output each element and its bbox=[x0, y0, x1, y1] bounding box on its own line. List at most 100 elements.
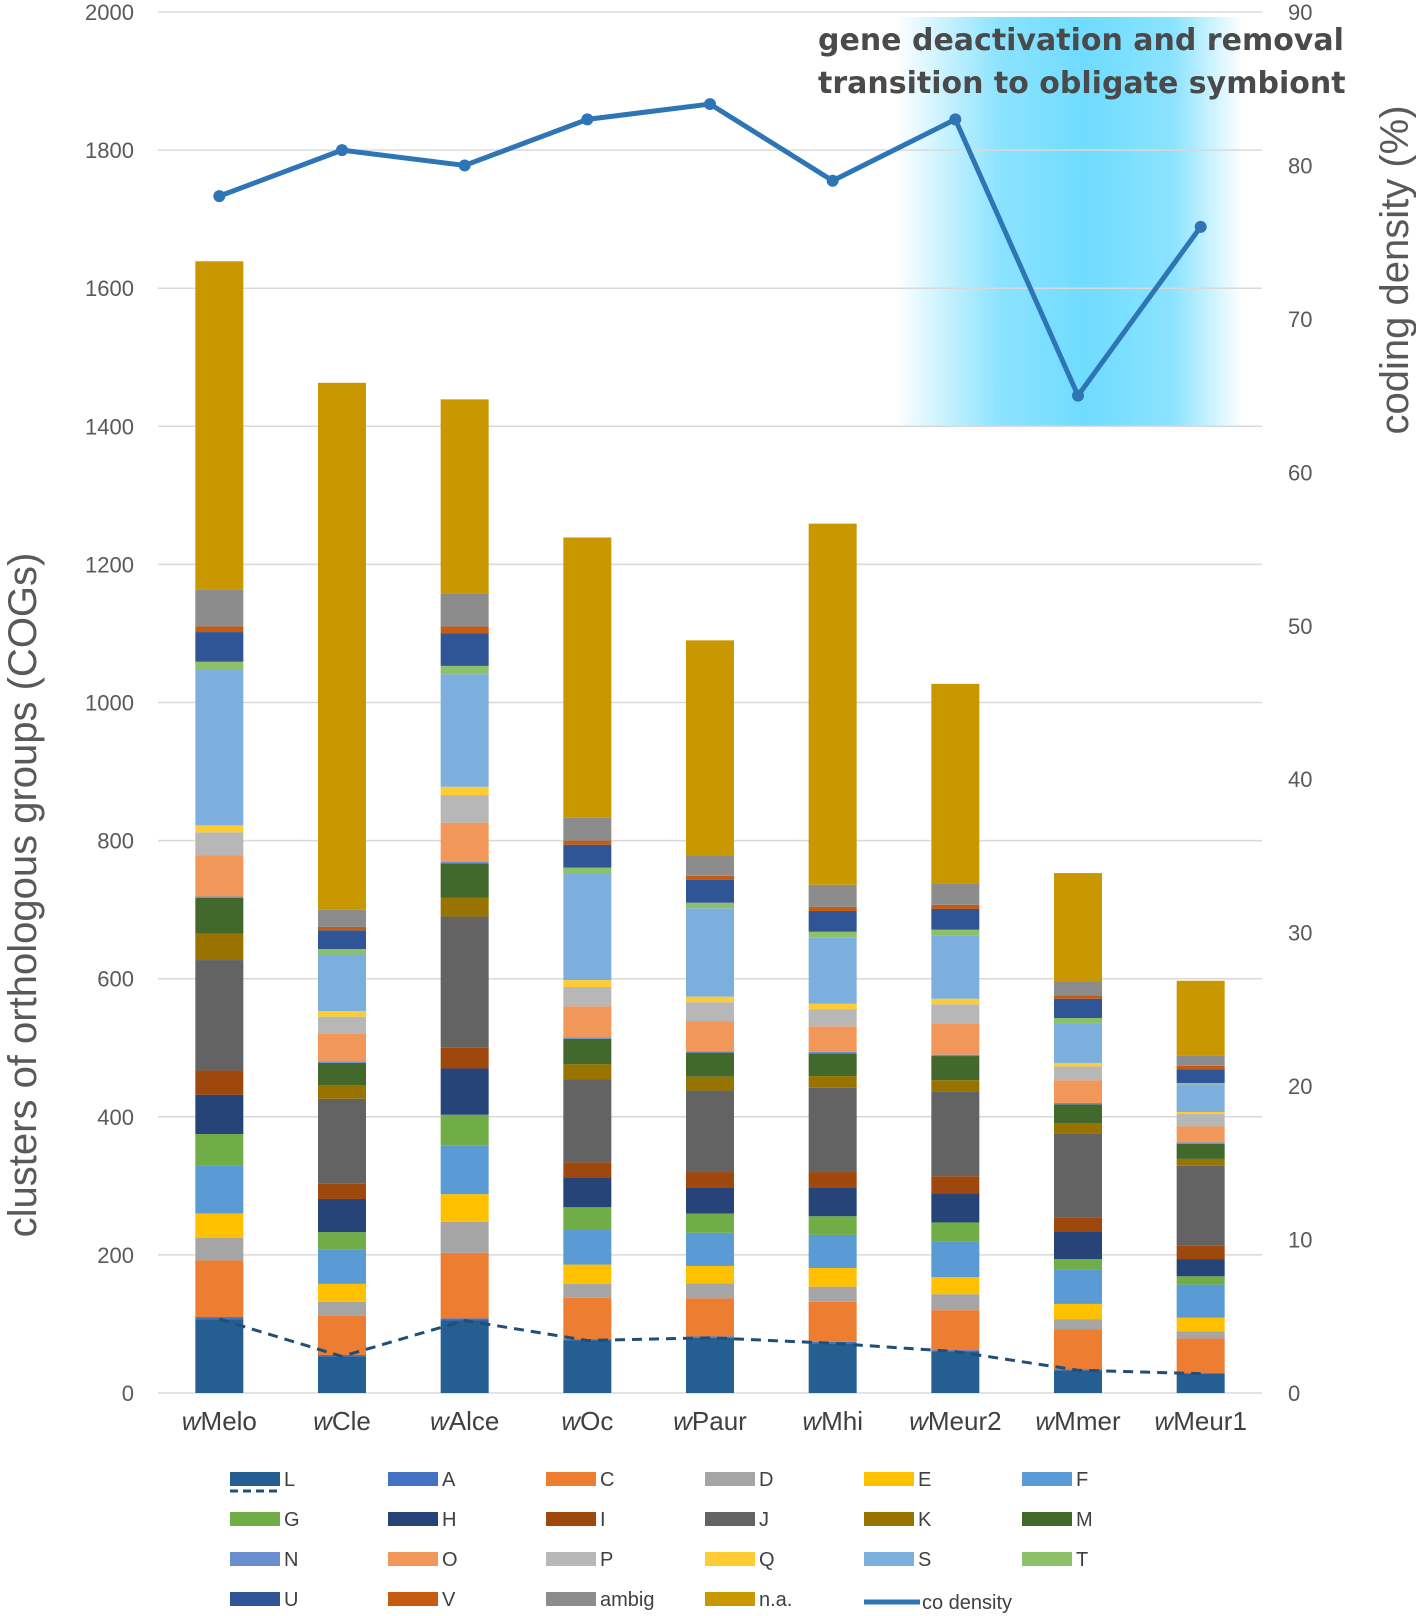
bar-segment-L-wPaur bbox=[686, 1337, 734, 1393]
bar-segment-ambig-wAlce bbox=[440, 593, 489, 627]
bar-segment-F-wMelo bbox=[195, 1165, 244, 1214]
bar-segment-I-wMmer bbox=[1054, 1217, 1102, 1232]
y2-tick-label: 80 bbox=[1288, 153, 1312, 178]
legend-swatch bbox=[230, 1512, 280, 1526]
bar-segment-U-wMelo bbox=[195, 632, 244, 662]
y2-tick-label: 90 bbox=[1288, 0, 1312, 25]
x-category-label: wMelo bbox=[182, 1406, 257, 1436]
bar-segment-na-wAlce bbox=[440, 399, 489, 594]
legend-item-U: U bbox=[230, 1589, 298, 1611]
bar-segment-K-wMelo bbox=[195, 933, 244, 961]
bar-segment-Q-wAlce bbox=[440, 786, 489, 796]
legend-item-O: O bbox=[388, 1549, 458, 1571]
bar-segment-na-wMhi bbox=[808, 523, 857, 885]
bar-segment-V-wMeur2 bbox=[931, 904, 980, 909]
bar-segment-J-wPaur bbox=[686, 1090, 734, 1173]
bar-segment-L-wMeur2 bbox=[931, 1351, 980, 1393]
bar-segment-E-wCle bbox=[318, 1283, 366, 1302]
bar-segment-ambig-wPaur bbox=[686, 855, 734, 876]
co-density-point bbox=[458, 159, 471, 172]
bar-segment-D-wCle bbox=[318, 1301, 366, 1316]
legend-item-I: I bbox=[546, 1509, 606, 1531]
legend-label: F bbox=[1076, 1469, 1088, 1491]
legend-label: G bbox=[284, 1509, 300, 1531]
bar-segment-N-wOc bbox=[563, 1037, 612, 1039]
bar-stack-wMhi bbox=[808, 523, 857, 1393]
bar-segment-na-wMmer bbox=[1054, 873, 1102, 982]
legend-swatch bbox=[230, 1592, 280, 1606]
legend-swatch bbox=[388, 1592, 438, 1606]
bar-segment-U-wMmer bbox=[1054, 998, 1102, 1019]
bar-segment-na-wMeur1 bbox=[1176, 980, 1225, 1056]
legend-label: Q bbox=[759, 1549, 775, 1571]
legend-label: S bbox=[918, 1549, 931, 1571]
bar-segment-H-wMmer bbox=[1054, 1231, 1102, 1260]
bar-segment-J-wMelo bbox=[195, 960, 244, 1071]
y2-tick-label: 10 bbox=[1288, 1228, 1312, 1253]
y-tick-label: 800 bbox=[97, 829, 134, 854]
annotation-line-1: gene deactivation and removal bbox=[818, 23, 1344, 58]
bar-segment-G-wMelo bbox=[195, 1134, 244, 1166]
bar-segment-I-wPaur bbox=[686, 1172, 734, 1188]
y2-tick-label: 70 bbox=[1288, 307, 1312, 332]
legend-label: O bbox=[442, 1549, 458, 1571]
legend-label: H bbox=[442, 1509, 456, 1531]
bar-segment-K-wPaur bbox=[686, 1076, 734, 1091]
bar-segment-U-wMeur1 bbox=[1176, 1069, 1225, 1083]
bar-segment-ambig-wMeur1 bbox=[1176, 1055, 1225, 1066]
bar-segment-G-wMmer bbox=[1054, 1259, 1102, 1270]
legend-swatch bbox=[705, 1512, 755, 1526]
legend-label: E bbox=[918, 1469, 931, 1491]
bar-segment-Q-wMmer bbox=[1054, 1062, 1102, 1067]
bar-segment-S-wOc bbox=[563, 873, 612, 981]
x-category-label: wMeur1 bbox=[1154, 1406, 1246, 1436]
legend-label: M bbox=[1076, 1509, 1093, 1531]
bar-stack-wAlce bbox=[440, 399, 489, 1393]
bar-segment-U-wMeur2 bbox=[931, 908, 980, 930]
bar-segment-Q-wCle bbox=[318, 1011, 366, 1017]
legend-swatch bbox=[1022, 1512, 1072, 1526]
bar-segment-S-wCle bbox=[318, 954, 366, 1012]
bar-segment-P-wMeur1 bbox=[1176, 1114, 1225, 1127]
bar-segment-I-wOc bbox=[563, 1162, 612, 1178]
legend-item-T: T bbox=[1022, 1549, 1088, 1571]
bar-segment-M-wPaur bbox=[686, 1052, 734, 1077]
bar-segment-O-wMhi bbox=[808, 1026, 857, 1052]
legend-label: n.a. bbox=[759, 1589, 792, 1611]
bar-segment-H-wOc bbox=[563, 1177, 612, 1208]
y-axis-title: clusters of orthologous groups (COGs) bbox=[1, 553, 45, 1238]
bar-segment-U-wOc bbox=[563, 844, 612, 868]
bar-segment-K-wCle bbox=[318, 1085, 366, 1099]
bar-segment-V-wMhi bbox=[808, 906, 857, 912]
bar-segment-L-wCle bbox=[318, 1356, 366, 1393]
legend-item-co-density: co density bbox=[864, 1592, 1012, 1614]
legend-swatch bbox=[1022, 1552, 1072, 1566]
bar-segment-L-wAlce bbox=[440, 1320, 489, 1393]
bar-segment-na-wCle bbox=[318, 382, 366, 910]
bar-segment-N-wAlce bbox=[440, 862, 489, 864]
bar-segment-K-wMeur1 bbox=[1176, 1158, 1225, 1166]
bar-segment-C-wCle bbox=[318, 1315, 366, 1356]
bar-segment-J-wMmer bbox=[1054, 1133, 1102, 1218]
bar-segment-M-wMeur2 bbox=[931, 1056, 980, 1081]
legend-item-M: M bbox=[1022, 1509, 1093, 1531]
legend-label: K bbox=[918, 1509, 932, 1531]
bar-segment-Q-wMhi bbox=[808, 1003, 857, 1010]
legend-swatch bbox=[388, 1512, 438, 1526]
legend-item-F: F bbox=[1022, 1469, 1088, 1491]
legend-swatch bbox=[705, 1592, 755, 1606]
legend-item-K: K bbox=[864, 1509, 932, 1531]
legend-item-E: E bbox=[864, 1469, 931, 1491]
legend-label: T bbox=[1076, 1549, 1088, 1571]
y2-tick-label: 0 bbox=[1288, 1381, 1300, 1406]
y-tick-label: 1400 bbox=[85, 414, 134, 439]
bar-segment-F-wMhi bbox=[808, 1234, 857, 1269]
x-category-label: wMeur2 bbox=[909, 1406, 1001, 1436]
bar-segment-S-wMeur1 bbox=[1176, 1084, 1225, 1112]
legend-swatch bbox=[1022, 1472, 1072, 1486]
bar-segment-I-wMeur2 bbox=[931, 1176, 980, 1194]
bar-segment-P-wOc bbox=[563, 986, 612, 1007]
legend-item-L: L bbox=[230, 1469, 295, 1491]
bar-segment-O-wPaur bbox=[686, 1021, 734, 1052]
legend-item-N: N bbox=[230, 1549, 298, 1571]
